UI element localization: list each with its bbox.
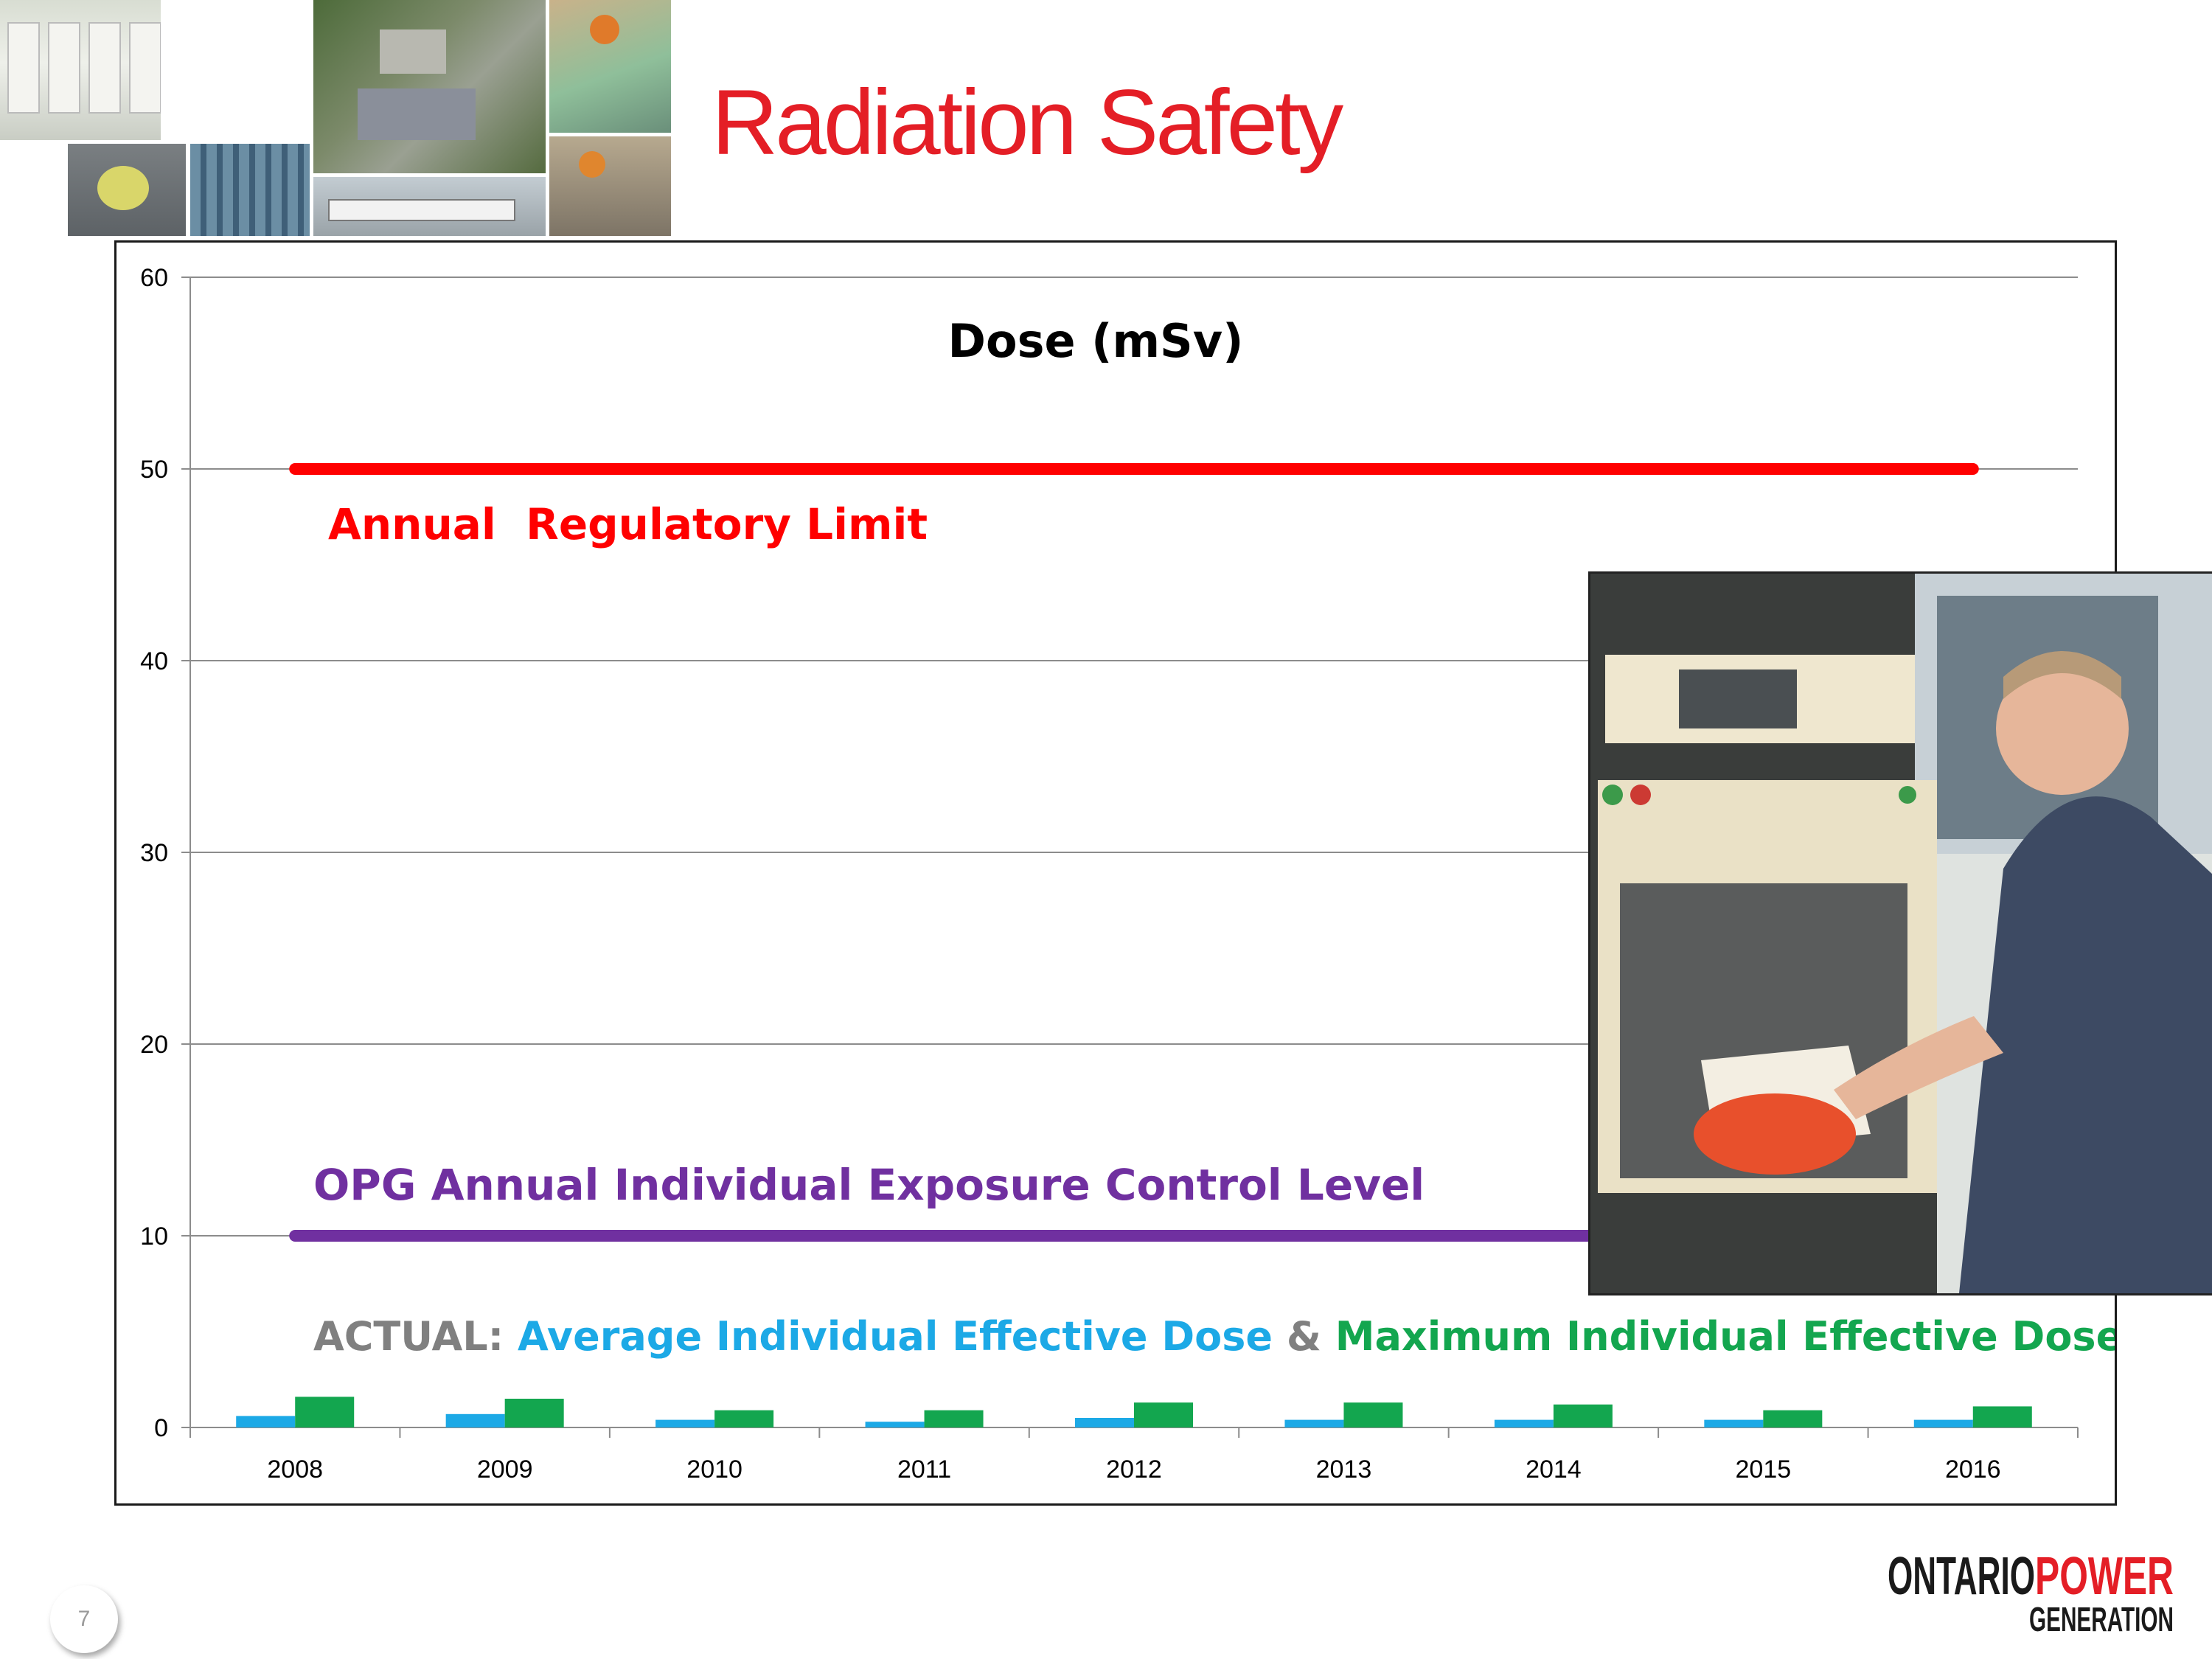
avg-dose-bar [1913, 1419, 1973, 1427]
avg-dose-bar [1284, 1419, 1344, 1427]
max-dose-bar [1553, 1404, 1613, 1427]
avg-dose-bar [236, 1416, 296, 1427]
regulatory-limit-label: Annual Regulatory Limit [328, 499, 928, 549]
worker-inspection-photo [1588, 571, 2212, 1295]
y-tick-label: 50 [140, 456, 168, 484]
max-dose-bar [504, 1399, 564, 1427]
x-tick-label: 2015 [1736, 1455, 1792, 1484]
avg-dose-bar [865, 1422, 925, 1427]
chart-frame: 0 10 20 30 40 50 60 2008 2009 2010 2011 2012 2013 201… [114, 240, 2212, 1506]
opg-logo-graphic: ONTARIO POWER GENERATION [1888, 1547, 2174, 1638]
storage-containers-photo [0, 0, 161, 140]
y-tick-label: 40 [140, 647, 168, 675]
truck-photo [313, 177, 546, 236]
avg-dose-bar [655, 1419, 715, 1427]
waste-handling-photo [68, 144, 186, 236]
avg-dose-bar [1494, 1419, 1554, 1427]
svg-text:ONTARIO: ONTARIO [1888, 1548, 2035, 1606]
aerial-site-photo [313, 0, 546, 173]
legend-prefix: ACTUAL: [313, 1313, 518, 1360]
max-dose-bar [924, 1410, 984, 1427]
avg-dose-bar [1704, 1419, 1764, 1427]
inspection-photo-illustration [1590, 574, 2212, 1293]
max-dose-bar [1763, 1410, 1823, 1427]
max-dose-bar [1343, 1402, 1403, 1427]
x-tick-label: 2016 [1945, 1455, 2001, 1484]
y-tick-label: 20 [140, 1031, 168, 1059]
slide-title: Radiation Safety [712, 72, 1343, 174]
legend-maximum-dose: Maximum Individual Effective Dose [1335, 1313, 2115, 1360]
max-dose-bar [295, 1397, 355, 1427]
x-tick-label: 2008 [267, 1455, 323, 1484]
avg-dose-bar [1075, 1418, 1134, 1427]
ontario-power-generation-logo: ONTARIO POWER GENERATION [1888, 1547, 2183, 1638]
legend-average-dose: Average Individual Effective Dose [518, 1313, 1287, 1360]
dose-chart: 0 10 20 30 40 50 60 2008 2009 2010 2011 2012 2013 201… [140, 264, 2115, 1484]
x-tick-label: 2009 [477, 1455, 533, 1484]
x-tick-label: 2011 [897, 1455, 951, 1484]
svg-text:POWER: POWER [2035, 1548, 2174, 1606]
worker-photo [549, 0, 671, 133]
shelving-photo [190, 144, 310, 236]
max-dose-bar [1972, 1406, 2032, 1427]
max-dose-bar [1134, 1402, 1193, 1427]
header-photo-collage [0, 0, 671, 236]
x-tick-label: 2013 [1316, 1455, 1372, 1484]
y-tick-label: 0 [154, 1414, 168, 1442]
x-tick-label: 2010 [686, 1455, 742, 1484]
avg-dose-bar [445, 1413, 505, 1427]
chart-title: Dose (mSv) [948, 314, 1244, 368]
page-number: 7 [50, 1585, 118, 1653]
x-tick-label: 2014 [1526, 1455, 1582, 1484]
svg-text:GENERATION: GENERATION [2029, 1600, 2174, 1637]
max-dose-bar [714, 1410, 774, 1427]
legend-ampersand: & [1287, 1313, 1335, 1360]
workshop-photo [549, 136, 671, 236]
actual-dose-legend: ACTUAL: Average Individual Effective Dos… [313, 1313, 2115, 1360]
y-tick-label: 30 [140, 839, 168, 867]
y-tick-label: 60 [140, 264, 168, 292]
control-level-label: OPG Annual Individual Exposure Control L… [313, 1160, 1425, 1210]
x-tick-label: 2012 [1106, 1455, 1162, 1484]
y-tick-label: 10 [140, 1222, 168, 1251]
